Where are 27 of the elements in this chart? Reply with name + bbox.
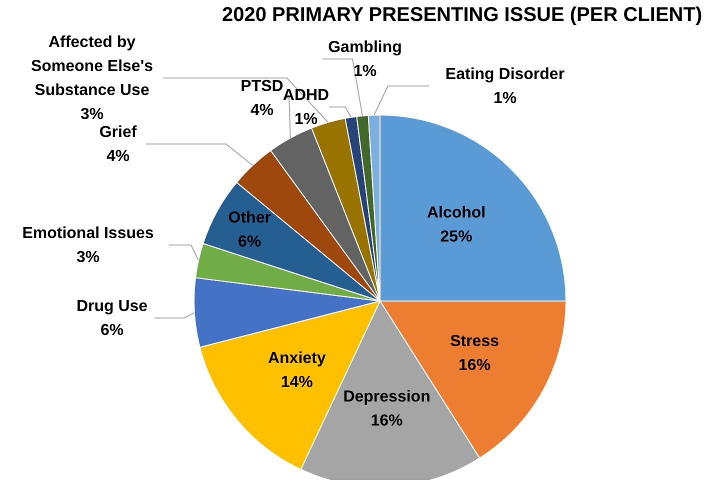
data-label: 14% <box>280 373 313 390</box>
data-label: 1% <box>493 90 517 106</box>
slice-label: ADHD <box>282 86 330 104</box>
data-label: 1% <box>294 110 318 128</box>
slice-label: Eating Disorder <box>445 66 565 82</box>
data-label: 1% <box>353 62 377 80</box>
slice-label: Alcohol <box>426 204 486 222</box>
slice-label: Grief <box>99 124 138 140</box>
slice-label: Emotional Issues <box>22 224 154 242</box>
data-label: 4% <box>106 148 130 164</box>
slice-label: Drug Use <box>76 298 148 314</box>
slice-label: Depression <box>343 388 430 406</box>
slice-label: Affected by Someone Else's Substance Use <box>30 34 154 98</box>
data-label: 25% <box>440 228 472 246</box>
slice-label: PTSD <box>240 78 284 94</box>
data-label: 16% <box>458 356 491 374</box>
data-label: 6% <box>100 322 124 338</box>
slice-label: Gambling <box>328 38 402 56</box>
data-label: 3% <box>80 106 104 122</box>
slice-label: Stress <box>450 332 500 350</box>
data-label: 6% <box>238 232 262 250</box>
data-label: 4% <box>250 102 274 118</box>
slice-label: Anxiety <box>268 349 326 366</box>
data-label: 16% <box>370 412 403 430</box>
data-label: 3% <box>76 248 100 266</box>
slice-label: Other <box>228 208 271 226</box>
chart-title: 2020 PRIMARY PRESENTING ISSUE (PER CLIENT) <box>222 4 702 27</box>
